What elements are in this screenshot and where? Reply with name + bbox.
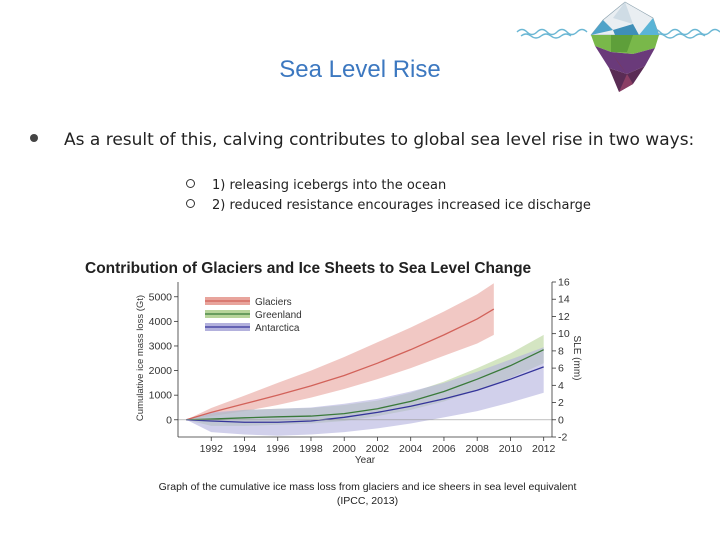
x-tick-label: 2000: [333, 443, 357, 455]
x-tick-label: 1992: [200, 443, 224, 455]
y-axis-label: Cumulative ice mass loss (Gt): [135, 295, 146, 421]
main-bullet-text: As a result of this, calving contributes…: [64, 130, 695, 150]
greenland-legend-label: Greenland: [255, 310, 302, 321]
y-tick-label: 3000: [149, 340, 173, 352]
bullet-dot-icon: [30, 134, 38, 142]
antarctica-series-line: [186, 366, 544, 423]
greenland-series-line: [186, 349, 544, 421]
x-tick-label: 2012: [532, 443, 556, 455]
y-tick-label: 2000: [149, 365, 173, 377]
y2-tick-label: -2: [558, 432, 567, 444]
ice-mass-loss-chart: Contribution of Glaciers and Ice Sheets …: [85, 260, 582, 466]
x-tick-label: 1998: [299, 443, 323, 455]
bullet-ring-icon: [186, 199, 195, 208]
x-axis-label: Year: [355, 455, 376, 466]
x-tick-label: 2008: [466, 443, 490, 455]
y2-tick-label: 8: [558, 345, 564, 357]
chart-caption: Graph of the cumulative ice mass loss fr…: [140, 480, 595, 508]
y2-tick-label: 16: [558, 277, 570, 289]
y2-axis-label: SLE (mm): [571, 336, 582, 381]
sub-bullet-text: 2) reduced resistance encourages increas…: [212, 198, 591, 213]
x-tick-label: 1994: [233, 443, 257, 455]
y2-tick-label: 4: [558, 380, 564, 392]
main-bullet: As a result of this, calving contributes…: [30, 130, 694, 150]
y-tick-label: 1000: [149, 390, 173, 402]
y2-tick-label: 2: [558, 397, 564, 409]
caption-line-2: (IPCC, 2013): [336, 495, 399, 507]
glaciers-series-line: [186, 308, 495, 421]
x-tick-label: 2006: [432, 443, 456, 455]
y2-tick-label: 0: [558, 414, 564, 426]
antarctica-uncertainty-band: [186, 347, 544, 436]
y-tick-label: 0: [166, 414, 172, 426]
bullet-ring-icon: [186, 179, 195, 188]
y2-tick-label: 12: [558, 311, 570, 323]
glaciers-uncertainty-band: [186, 283, 494, 420]
x-tick-label: 1996: [266, 443, 290, 455]
sub-bullet-2: 2) reduced resistance encourages increas…: [186, 198, 591, 213]
x-tick-label: 2004: [399, 443, 423, 455]
x-tick-label: 2002: [366, 443, 390, 455]
y2-tick-label: 6: [558, 363, 564, 375]
y-tick-label: 4000: [149, 316, 173, 328]
y2-tick-label: 14: [558, 294, 570, 306]
caption-line-1: Graph of the cumulative ice mass loss fr…: [158, 481, 577, 493]
chart-title: Contribution of Glaciers and Ice Sheets …: [85, 260, 532, 277]
y2-tick-label: 10: [558, 328, 570, 340]
y-tick-label: 5000: [149, 291, 173, 303]
sub-bullet-text: 1) releasing icebergs into the ocean: [212, 178, 447, 193]
iceberg-logo-icon: [516, 1, 720, 92]
slide-title: Sea Level Rise: [279, 56, 441, 83]
glaciers-legend-label: Glaciers: [255, 297, 292, 308]
antarctica-legend-label: Antarctica: [255, 323, 300, 334]
sub-bullet-1: 1) releasing icebergs into the ocean: [186, 178, 446, 193]
x-tick-label: 2010: [499, 443, 523, 455]
